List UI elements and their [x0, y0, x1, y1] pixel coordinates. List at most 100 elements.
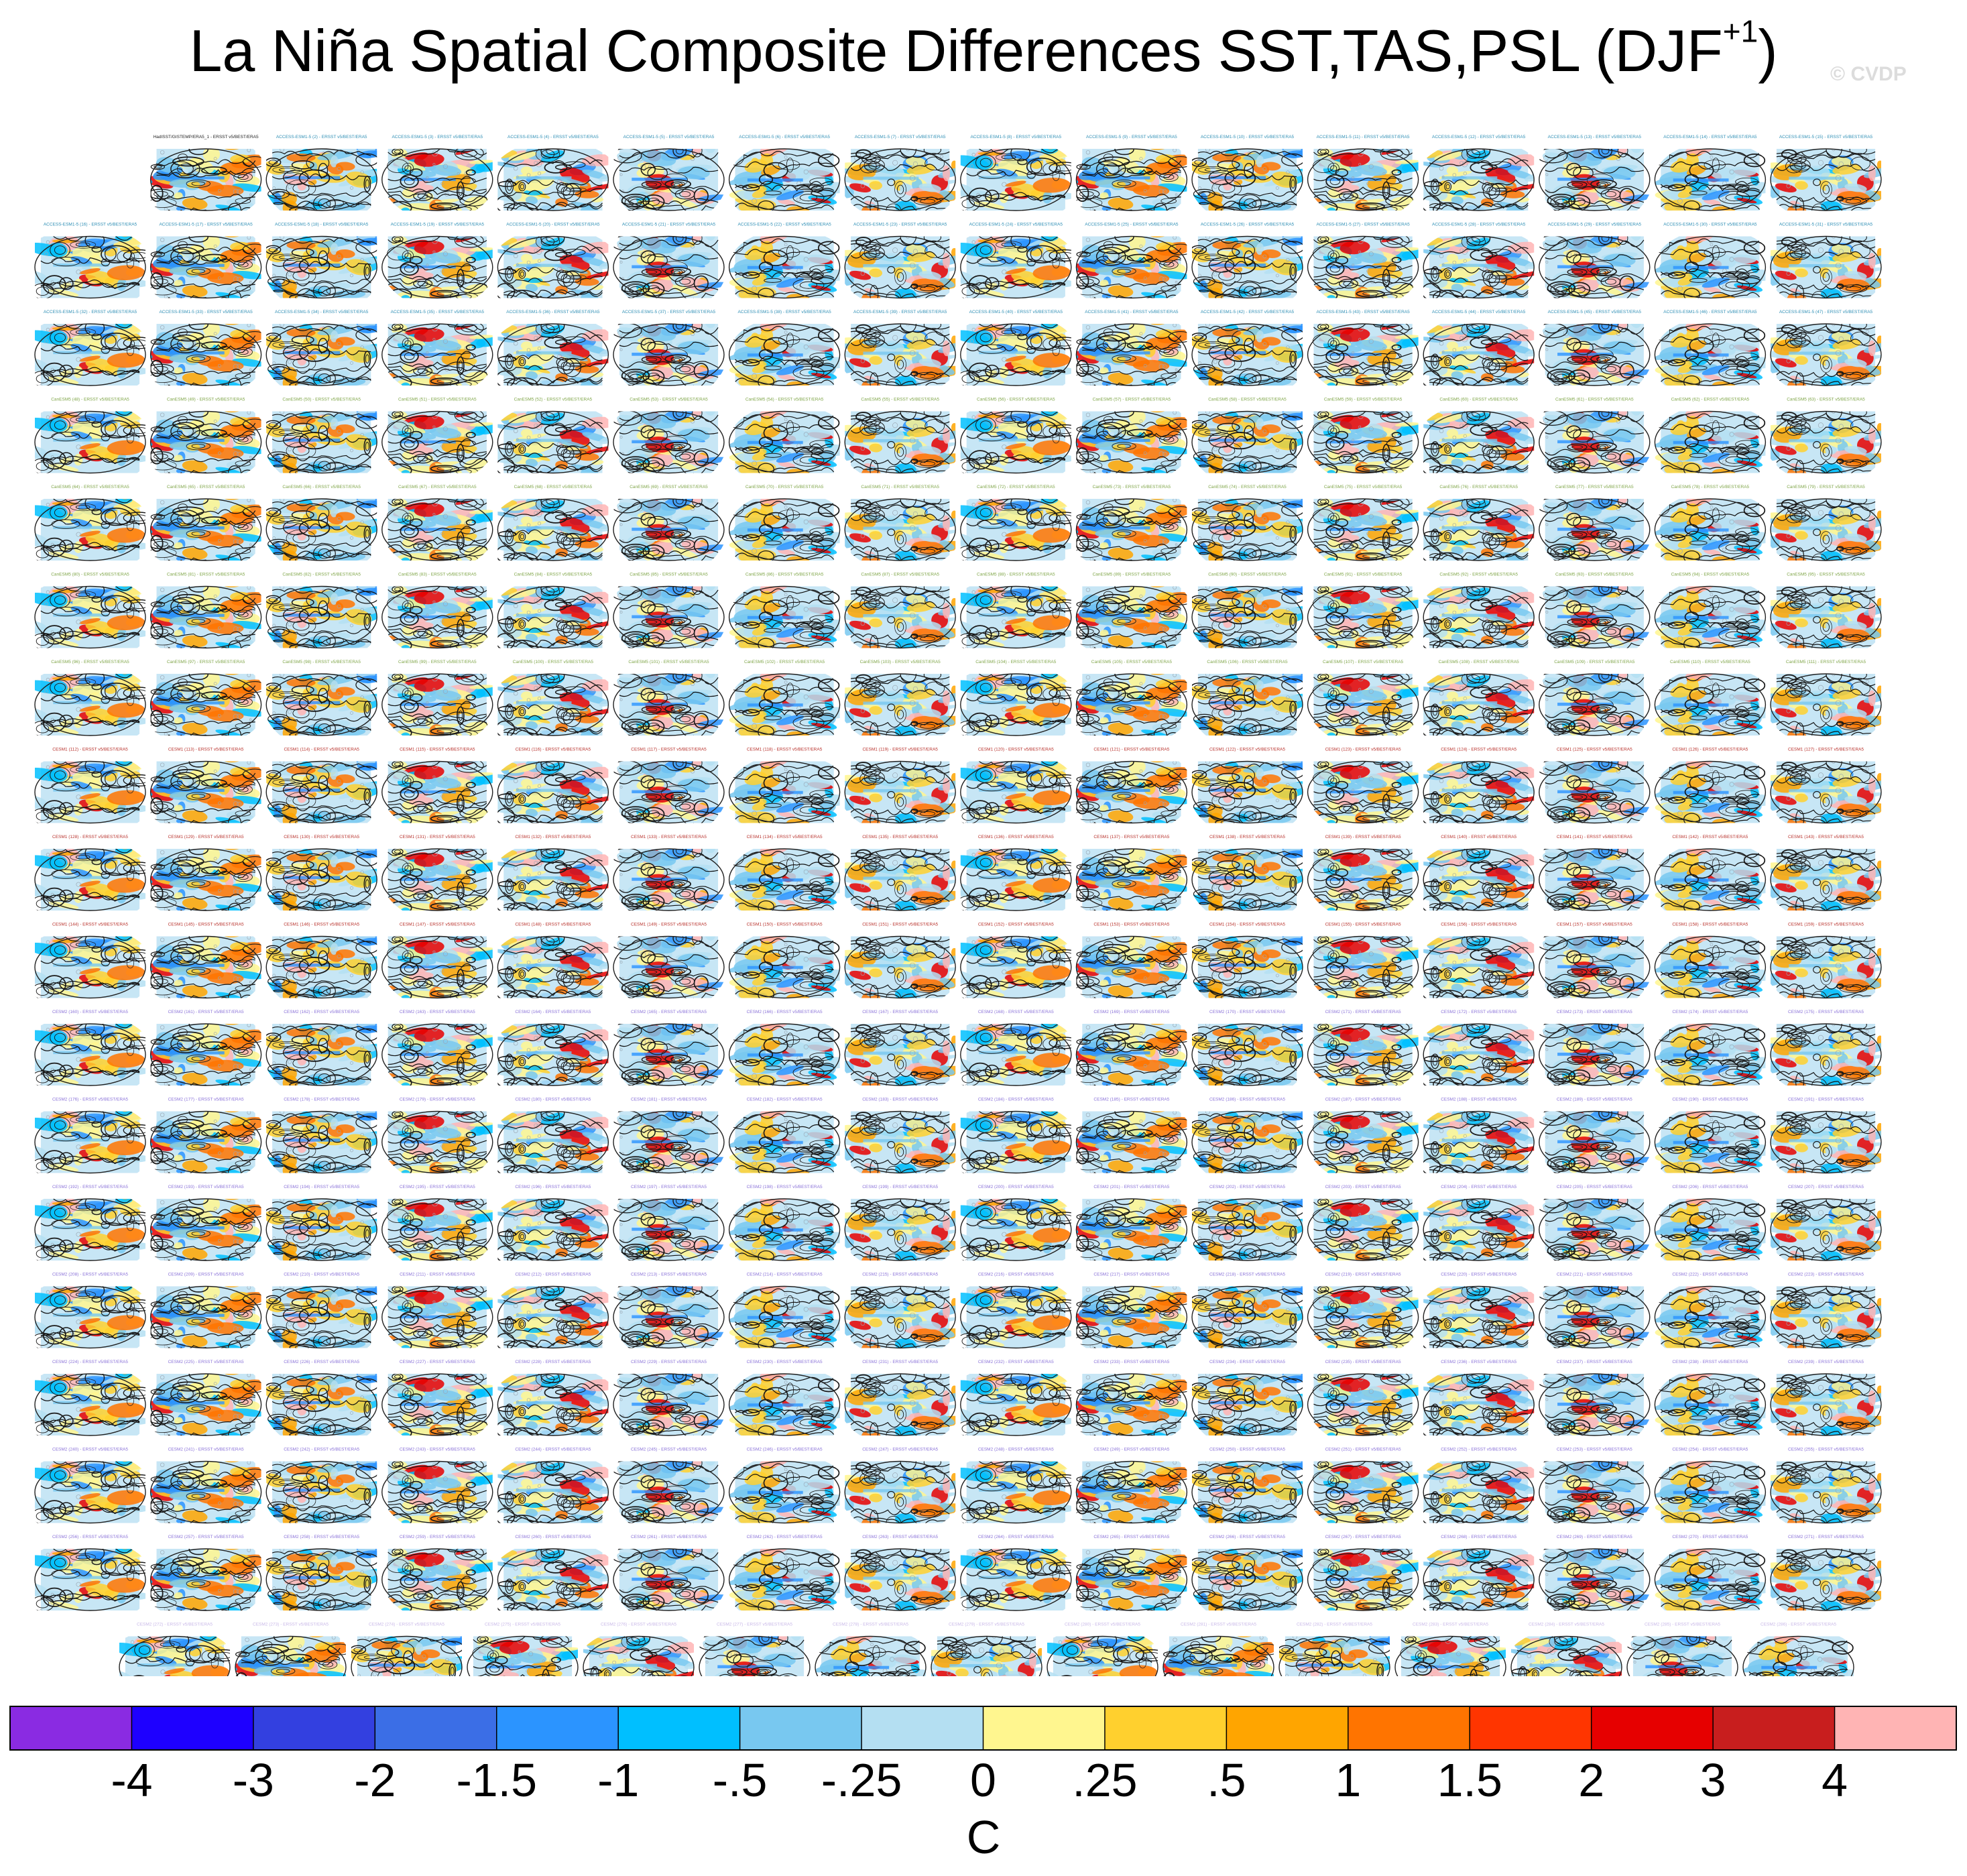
map-panel: CESM2 (246) - ERSST v5/BEST/ERA5 — [728, 1448, 841, 1524]
map-outline — [381, 585, 493, 649]
map-outline — [960, 673, 1072, 736]
panel-caption: CESM2 (197) - ERSST v5/BEST/ERA5 — [631, 1185, 707, 1189]
map-outline — [1047, 1635, 1158, 1676]
panel-caption: CESM2 (261) - ERSST v5/BEST/ERA5 — [631, 1535, 707, 1539]
map-outline — [844, 1285, 956, 1349]
map-outline — [1191, 848, 1303, 911]
panel-caption: CESM2 (193) - ERSST v5/BEST/ERA5 — [168, 1185, 244, 1189]
map-panel: CESM1 (119) - ERSST v5/BEST/ERA5 — [844, 748, 956, 824]
map-outline — [34, 1198, 146, 1261]
map-outline — [1654, 1198, 1767, 1261]
panel-caption: CESM2 (212) - ERSST v5/BEST/ERA5 — [515, 1273, 591, 1277]
map-outline — [497, 1110, 609, 1174]
map-panel: ACCESS-ESM1-5 (11) - ERSST v5/BEST/ERA5 — [1307, 135, 1419, 211]
map-outline — [1163, 1635, 1274, 1676]
map-outline — [1191, 760, 1303, 824]
panel-caption: CanESM5 (75) - ERSST v5/BEST/ERA5 — [1324, 485, 1403, 489]
map-panel: CESM2 (177) - ERSST v5/BEST/ERA5 — [150, 1098, 262, 1174]
colorbar-tick-label: -.5 — [712, 1754, 768, 1806]
panel-caption: CESM2 (187) - ERSST v5/BEST/ERA5 — [1325, 1098, 1401, 1102]
panel-caption: ACCESS-ESM1-5 (38) - ERSST v5/BEST/ERA5 — [737, 310, 831, 314]
map-outline — [1770, 760, 1882, 824]
map-outline — [265, 848, 377, 911]
panel-caption: ACCESS-ESM1-5 (31) - ERSST v5/BEST/ERA5 — [1779, 223, 1873, 227]
panel-caption: ACCESS-ESM1-5 (12) - ERSST v5/BEST/ERA5 — [1432, 135, 1526, 139]
map-panel: ACCESS-ESM1-5 (18) - ERSST v5/BEST/ERA5 — [265, 223, 377, 299]
map-panel: CESM2 (183) - ERSST v5/BEST/ERA5 — [844, 1098, 956, 1174]
map-panel: CESM2 (239) - ERSST v5/BEST/ERA5 — [1770, 1360, 1882, 1436]
colorbar-segment — [861, 1706, 984, 1750]
map-panel: CESM2 (233) - ERSST v5/BEST/ERA5 — [1075, 1360, 1188, 1436]
panel-caption: CESM2 (162) - ERSST v5/BEST/ERA5 — [284, 1010, 359, 1014]
map-outline — [1539, 673, 1651, 736]
map-outline — [1075, 323, 1188, 386]
map-outline — [728, 1548, 841, 1611]
panel-caption: CESM2 (176) - ERSST v5/BEST/ERA5 — [52, 1098, 128, 1102]
panel-caption: ACCESS-ESM1-5 (20) - ERSST v5/BEST/ERA5 — [506, 223, 600, 227]
map-panel: CESM1 (120) - ERSST v5/BEST/ERA5 — [960, 748, 1072, 824]
map-outline — [1654, 1285, 1767, 1349]
panel-caption: ACCESS-ESM1-5 (40) - ERSST v5/BEST/ERA5 — [969, 310, 1063, 314]
panel-caption: ACCESS-ESM1-5 (18) - ERSST v5/BEST/ERA5 — [275, 223, 369, 227]
map-outline — [960, 585, 1072, 649]
map-outline — [613, 1548, 725, 1611]
map-outline — [1654, 1110, 1767, 1174]
panel-caption: CESM1 (126) - ERSST v5/BEST/ERA5 — [1672, 748, 1748, 752]
map-panel: ACCESS-ESM1-5 (3) - ERSST v5/BEST/ERA5 — [381, 135, 493, 211]
map-panel: CESM2 (221) - ERSST v5/BEST/ERA5 — [1539, 1273, 1651, 1349]
map-panel: CESM2 (217) - ERSST v5/BEST/ERA5 — [1075, 1273, 1188, 1349]
map-outline — [265, 1460, 377, 1524]
map-outline — [34, 848, 146, 911]
map-panel: ACCESS-ESM1-5 (8) - ERSST v5/BEST/ERA5 — [960, 135, 1072, 211]
colorbar-segment — [1348, 1706, 1470, 1750]
map-panel: CanESM5 (62) - ERSST v5/BEST/ERA5 — [1654, 398, 1767, 474]
map-outline — [34, 935, 146, 999]
map-panel: CESM2 (237) - ERSST v5/BEST/ERA5 — [1539, 1360, 1651, 1436]
map-outline — [1191, 1023, 1303, 1086]
panel-caption: ACCESS-ESM1-5 (41) - ERSST v5/BEST/ERA5 — [1085, 310, 1179, 314]
map-outline — [844, 1110, 956, 1174]
panel-caption: CESM2 (281) - ERSST v5/BEST/ERA5 — [1181, 1623, 1256, 1627]
map-panel: CanESM5 (86) - ERSST v5/BEST/ERA5 — [728, 573, 841, 649]
map-outline — [844, 935, 956, 999]
map-panel: CanESM5 (93) - ERSST v5/BEST/ERA5 — [1539, 573, 1651, 649]
map-panel: CESM2 (166) - ERSST v5/BEST/ERA5 — [728, 1010, 841, 1086]
panel-caption: CanESM5 (73) - ERSST v5/BEST/ERA5 — [1093, 485, 1171, 489]
panel-caption: CESM2 (247) - ERSST v5/BEST/ERA5 — [862, 1448, 938, 1452]
panel-caption: CESM2 (180) - ERSST v5/BEST/ERA5 — [515, 1098, 591, 1102]
map-panel: CESM2 (172) - ERSST v5/BEST/ERA5 — [1423, 1010, 1535, 1086]
map-outline — [1423, 935, 1535, 999]
map-panel: CanESM5 (67) - ERSST v5/BEST/ERA5 — [381, 485, 493, 561]
map-panel: CESM2 (222) - ERSST v5/BEST/ERA5 — [1654, 1273, 1767, 1349]
map-panel: CESM2 (228) - ERSST v5/BEST/ERA5 — [497, 1360, 609, 1436]
map-panel: CanESM5 (84) - ERSST v5/BEST/ERA5 — [497, 573, 609, 649]
panel-caption: CanESM5 (56) - ERSST v5/BEST/ERA5 — [977, 398, 1055, 402]
panel-caption: CanESM5 (72) - ERSST v5/BEST/ERA5 — [977, 485, 1055, 489]
panel-caption: CanESM5 (101) - ERSST v5/BEST/ERA5 — [628, 660, 709, 664]
map-panel: ACCESS-ESM1-5 (4) - ERSST v5/BEST/ERA5 — [497, 135, 609, 211]
map-panel: CanESM5 (97) - ERSST v5/BEST/ERA5 — [150, 660, 262, 736]
map-panel: CESM2 (195) - ERSST v5/BEST/ERA5 — [381, 1185, 493, 1261]
panel-caption: ACCESS-ESM1-5 (19) - ERSST v5/BEST/ERA5 — [391, 223, 485, 227]
map-outline — [34, 1460, 146, 1524]
map-outline — [265, 585, 377, 649]
panel-caption: CanESM5 (61) - ERSST v5/BEST/ERA5 — [1555, 398, 1634, 402]
map-outline — [960, 148, 1072, 211]
panel-caption: CanESM5 (54) - ERSST v5/BEST/ERA5 — [746, 398, 824, 402]
map-panel: ACCESS-ESM1-5 (12) - ERSST v5/BEST/ERA5 — [1423, 135, 1535, 211]
map-outline — [150, 1373, 262, 1436]
panel-caption: CESM1 (142) - ERSST v5/BEST/ERA5 — [1672, 835, 1748, 839]
panel-caption: CESM1 (158) - ERSST v5/BEST/ERA5 — [1672, 923, 1748, 927]
panel-caption: CESM2 (196) - ERSST v5/BEST/ERA5 — [515, 1185, 591, 1189]
panel-caption: CanESM5 (103) - ERSST v5/BEST/ERA5 — [860, 660, 941, 664]
map-outline — [1770, 935, 1882, 999]
map-panel: CanESM5 (75) - ERSST v5/BEST/ERA5 — [1307, 485, 1419, 561]
panel-caption: CanESM5 (78) - ERSST v5/BEST/ERA5 — [1671, 485, 1750, 489]
map-panel: CESM2 (219) - ERSST v5/BEST/ERA5 — [1307, 1273, 1419, 1349]
map-panel: CESM2 (255) - ERSST v5/BEST/ERA5 — [1770, 1448, 1882, 1524]
panel-caption: CanESM5 (74) - ERSST v5/BEST/ERA5 — [1208, 485, 1287, 489]
panel-caption: CESM2 (183) - ERSST v5/BEST/ERA5 — [862, 1098, 938, 1102]
panel-caption: CESM2 (168) - ERSST v5/BEST/ERA5 — [978, 1010, 1054, 1014]
map-panel: CanESM5 (103) - ERSST v5/BEST/ERA5 — [844, 660, 956, 736]
panel-caption: ACCESS-ESM1-5 (15) - ERSST v5/BEST/ERA5 — [1779, 135, 1873, 139]
